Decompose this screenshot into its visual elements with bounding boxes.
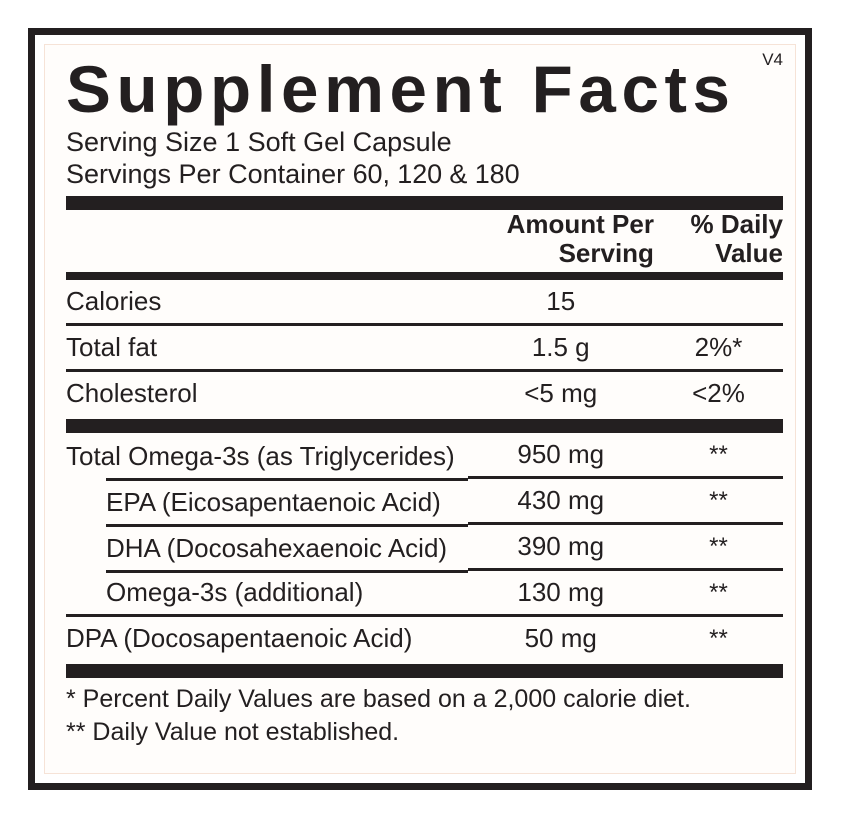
- omega-rows-body: Total Omega-3s (as Triglycerides) 950 mg…: [66, 433, 783, 660]
- row-amount: 1.5 g: [531, 332, 590, 362]
- serving-size-line: Serving Size 1 Soft Gel Capsule: [66, 126, 783, 158]
- column-header-name: [66, 210, 468, 268]
- facts-header-table: Amount Per Serving % Daily Value: [66, 210, 783, 268]
- column-header-amount: Amount Per Serving: [468, 210, 654, 268]
- supplement-facts-inner-border: Supplement Facts V4 Serving Size 1 Soft …: [44, 44, 796, 774]
- row-daily-value: **: [709, 487, 728, 514]
- version-mark: V4: [762, 50, 783, 69]
- page-title: Supplement Facts: [66, 52, 736, 126]
- row-amount: 15: [546, 286, 576, 316]
- footnote-dv-not-established: ** Daily Value not established.: [66, 718, 400, 746]
- column-header-daily-value: % Daily Value: [654, 209, 784, 268]
- row-daily-value: **: [709, 579, 728, 606]
- footnote-daily-values: * Percent Daily Values are based on a 2,…: [66, 685, 691, 713]
- row-label: DHA (Docosahexaenoic Acid): [106, 532, 448, 563]
- row-divider: [66, 369, 783, 373]
- supplement-facts-panel: Supplement Facts V4 Serving Size 1 Soft …: [28, 28, 812, 790]
- row-label: Calories: [66, 286, 162, 316]
- table-row: Total fat 1.5 g 2%*: [66, 326, 783, 371]
- row-amount: 950 mg: [517, 439, 605, 469]
- table-row: DPA (Docosapentaenoic Acid) 50 mg **: [66, 617, 783, 660]
- header-bottom-bar: [66, 272, 783, 280]
- table-row: EPA (Eicosapentaenoic Acid) 430 mg **: [66, 479, 783, 524]
- amount-header-line1: Amount Per: [506, 209, 654, 239]
- row-amount: 390 mg: [517, 531, 605, 561]
- row-divider-indented: [66, 476, 783, 481]
- serving-size-text: Serving Size 1 Soft Gel Capsule: [66, 127, 452, 157]
- row-label: Cholesterol: [66, 378, 198, 408]
- row-daily-value: **: [709, 625, 728, 652]
- table-row: DHA (Docosahexaenoic Acid) 390 mg **: [66, 525, 783, 570]
- row-divider: [66, 323, 783, 327]
- amount-header-line2: Serving: [558, 238, 654, 268]
- header-top-bar: [66, 196, 783, 210]
- row-daily-value: [654, 280, 783, 325]
- row-label: Total fat: [66, 332, 158, 362]
- row-label: DPA (Docosapentaenoic Acid): [66, 623, 413, 653]
- title-row: Supplement Facts V4: [66, 50, 783, 126]
- dv-header-line2: Value: [715, 238, 783, 268]
- facts-omega-table: Total Omega-3s (as Triglycerides) 950 mg…: [66, 433, 783, 660]
- row-amount: 130 mg: [517, 577, 605, 607]
- facts-basic-table: Calories 15 Total fat 1.5 g 2%* Choleste…: [66, 280, 783, 415]
- row-daily-value: **: [709, 533, 728, 560]
- row-divider-indented: [66, 568, 783, 573]
- table-row: Total Omega-3s (as Triglycerides) 950 mg…: [66, 433, 783, 478]
- supplement-facts-content: Supplement Facts V4 Serving Size 1 Soft …: [66, 50, 783, 769]
- row-daily-value: <2%: [692, 378, 745, 408]
- row-divider: [66, 614, 783, 618]
- footnotes: * Percent Daily Values are based on a 2,…: [66, 678, 783, 749]
- servings-per-container-value: 60, 120 & 180: [352, 159, 520, 189]
- row-label: EPA (Eicosapentaenoic Acid): [106, 486, 441, 517]
- row-divider-indented: [66, 522, 783, 527]
- row-daily-value: 2%*: [694, 332, 743, 362]
- servings-per-container-line: Servings Per Container 60, 120 & 180: [66, 158, 783, 190]
- dv-header-line1: % Daily: [690, 209, 784, 239]
- row-label: Omega-3s (additional): [106, 577, 364, 607]
- servings-per-container-label: Servings Per Container: [66, 159, 353, 189]
- row-amount: <5 mg: [524, 378, 598, 408]
- omega-section-bar: [66, 419, 783, 433]
- footnote-top-bar: [66, 664, 783, 678]
- row-amount: 430 mg: [517, 485, 605, 515]
- table-row: Cholesterol <5 mg <2%: [66, 372, 783, 415]
- column-header-row: Amount Per Serving % Daily Value: [66, 210, 783, 268]
- row-amount: 50 mg: [524, 623, 597, 653]
- row-label: Total Omega-3s (as Triglycerides): [66, 440, 455, 471]
- table-row: Calories 15: [66, 280, 783, 325]
- basic-rows-body: Calories 15 Total fat 1.5 g 2%* Choleste…: [66, 280, 783, 415]
- table-row: Omega-3s (additional) 130 mg **: [66, 571, 783, 616]
- row-daily-value: **: [709, 441, 728, 468]
